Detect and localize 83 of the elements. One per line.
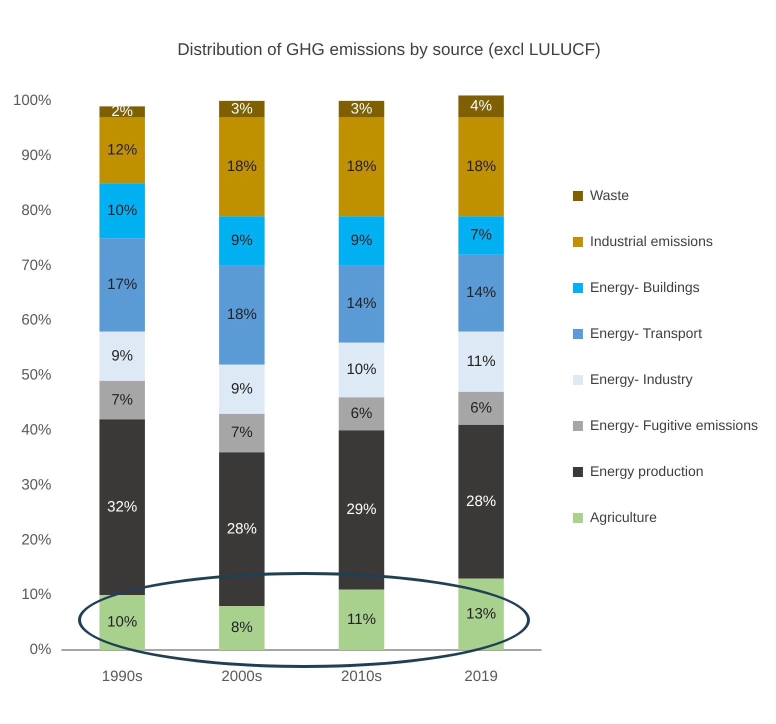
- data-label: 12%: [107, 141, 138, 158]
- bar: [99, 332, 145, 381]
- data-label: 2%: [111, 103, 134, 120]
- data-label: 9%: [111, 347, 134, 364]
- y-tick-label: 50%: [21, 366, 52, 384]
- data-label: 14%: [466, 284, 496, 302]
- legend-label: Energy- Transport: [590, 324, 702, 341]
- data-label: 7%: [470, 226, 492, 244]
- data-label: 18%: [466, 158, 496, 175]
- bar: [338, 430, 384, 590]
- data-label: 11%: [466, 352, 496, 370]
- data-label: 14%: [346, 295, 376, 312]
- data-label: 18%: [226, 158, 257, 175]
- bar: [338, 342, 384, 398]
- legend-label: Industrial emissions: [590, 232, 713, 249]
- data-label: 4%: [470, 98, 492, 115]
- bar: [219, 364, 265, 414]
- x-tick-label: 1990s: [102, 668, 143, 686]
- bar: [458, 424, 504, 579]
- data-label: 10%: [107, 614, 138, 631]
- x-tick-label: 2019: [464, 668, 498, 686]
- data-label: 3%: [230, 100, 253, 118]
- legend-label: Agriculture: [590, 508, 658, 525]
- x-tick-label: 2000s: [221, 668, 262, 686]
- y-tick-label: 60%: [21, 312, 52, 329]
- bar: [338, 117, 384, 216]
- bar: [99, 238, 145, 332]
- y-tick-label: 30%: [21, 476, 52, 494]
- y-tick-label: 90%: [21, 146, 52, 164]
- data-label: 7%: [111, 391, 134, 408]
- bar: [338, 216, 384, 266]
- bar: [219, 452, 265, 606]
- bar: [338, 590, 384, 650]
- data-label: 28%: [226, 520, 257, 538]
- bar: [99, 117, 145, 184]
- data-label: 3%: [350, 100, 372, 118]
- data-label: 9%: [230, 380, 253, 398]
- bar: [219, 216, 265, 266]
- legend-label: Energy production: [590, 462, 704, 479]
- data-label: 29%: [346, 501, 376, 518]
- bar: [219, 266, 265, 364]
- bar: [338, 397, 384, 430]
- bar: [99, 183, 145, 238]
- bar: [458, 332, 504, 392]
- legend-label: Waste: [590, 186, 630, 203]
- data-label: 6%: [350, 405, 372, 422]
- data-label: 9%: [230, 232, 253, 250]
- data-label: 10%: [107, 202, 138, 219]
- bar: [219, 117, 265, 216]
- bar: [458, 254, 504, 332]
- bar: [458, 392, 504, 425]
- data-label: 7%: [230, 424, 253, 442]
- bar: [99, 419, 145, 596]
- data-label: 6%: [470, 400, 492, 417]
- y-tick-label: 40%: [21, 421, 52, 438]
- y-tick-label: 20%: [21, 531, 52, 548]
- y-tick-label: 100%: [12, 92, 52, 110]
- y-tick-label: 80%: [21, 202, 52, 219]
- y-tick-label: 0%: [30, 641, 52, 658]
- bar: [458, 216, 504, 255]
- data-label: 10%: [346, 361, 376, 378]
- data-label: 8%: [230, 619, 253, 636]
- data-label: 18%: [346, 158, 376, 175]
- x-tick-label: 2010s: [341, 668, 382, 686]
- bar: [99, 380, 145, 420]
- data-label: 11%: [347, 610, 376, 628]
- chart-title: Distribution of GHG emissions by source (excl LULUCF): [177, 40, 601, 59]
- data-label: 13%: [466, 605, 496, 622]
- y-tick-label: 10%: [21, 586, 52, 604]
- legend-label: Energy- Buildings: [590, 278, 700, 295]
- legend-label: Energy- Industry: [590, 370, 693, 387]
- data-label: 17%: [107, 276, 138, 293]
- bar: [338, 266, 384, 342]
- y-tick-label: 70%: [21, 256, 52, 274]
- bar: [219, 414, 265, 452]
- bar: [458, 95, 504, 118]
- data-label: 18%: [226, 306, 257, 324]
- bar: [458, 117, 504, 216]
- bar: [219, 606, 265, 650]
- data-label: 32%: [107, 498, 138, 516]
- data-label: 28%: [466, 492, 496, 510]
- data-label: 9%: [350, 232, 372, 250]
- legend-label: Energy- Fugitive emissions: [590, 416, 758, 433]
